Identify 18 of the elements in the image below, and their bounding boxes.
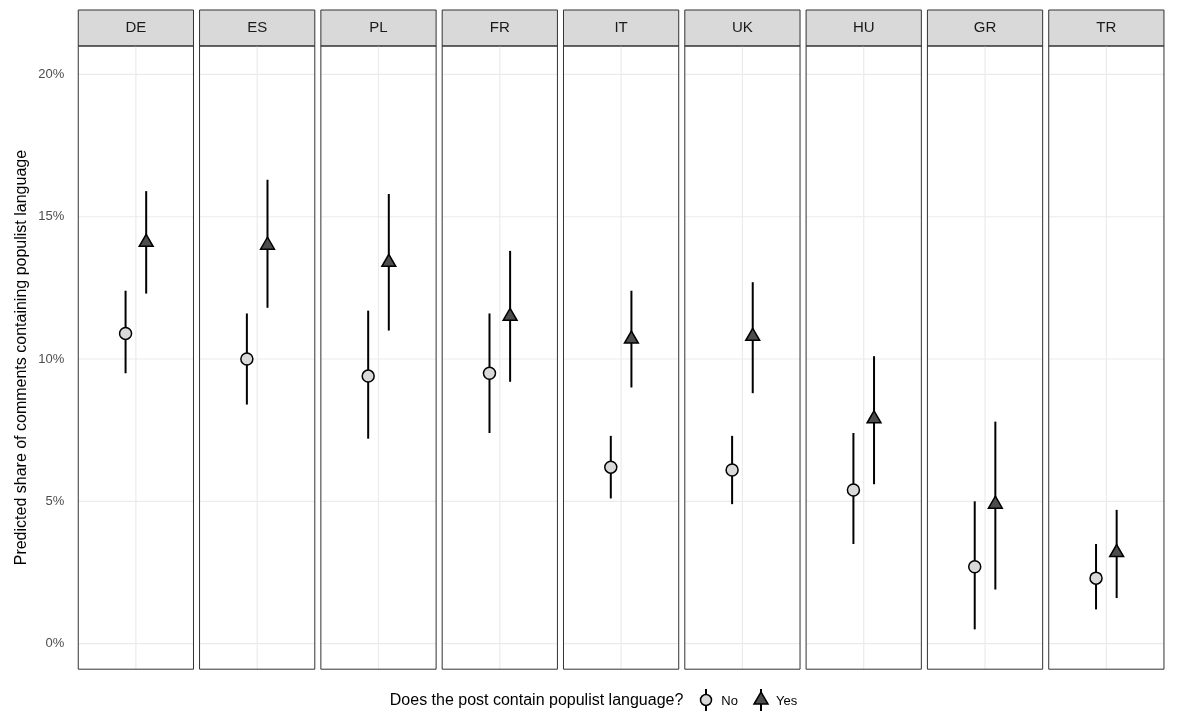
y-tick-label: 5% (45, 492, 65, 508)
y-tick-label: 15% (38, 208, 65, 224)
x-tick-label: TR (1096, 18, 1117, 36)
x-tick-label: ES (247, 18, 268, 36)
x-tick-label: GR (973, 18, 997, 36)
legend-label: No (721, 692, 738, 708)
y-tick-label: 10% (38, 350, 65, 366)
x-tick-label: HU (852, 18, 875, 36)
y-axis-title: Predicted share of comments containing populist language (12, 149, 30, 566)
y-tick-label: 0% (45, 635, 65, 651)
x-tick-label: DE (125, 18, 147, 36)
x-tick-label: UK (732, 18, 753, 36)
x-tick-label: IT (614, 18, 628, 36)
y-tick-label: 20% (38, 66, 65, 82)
x-tick-label: PL (369, 18, 388, 36)
legend-title: Does the post contain populist language? (389, 691, 684, 709)
x-tick-label: FR (489, 18, 510, 36)
legend-label: Yes (775, 692, 798, 708)
